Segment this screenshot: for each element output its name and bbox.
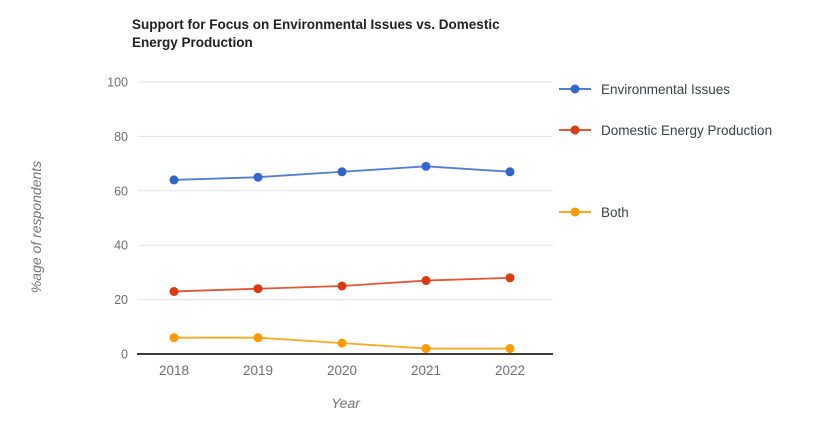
x-tick-label: 2021 (411, 363, 441, 378)
x-tick-label: 2019 (243, 363, 273, 378)
data-point (169, 286, 179, 296)
chart-title: Support for Focus on Environmental Issue… (132, 17, 500, 50)
y-tick-label: 80 (114, 130, 128, 144)
data-point (253, 333, 263, 343)
data-point (169, 175, 179, 185)
data-point (505, 167, 515, 177)
data-point (253, 172, 263, 182)
data-point (253, 284, 263, 294)
data-point (337, 281, 347, 291)
y-tick-label: 60 (114, 184, 128, 198)
data-point (421, 276, 431, 286)
x-tick-label: 2020 (327, 363, 357, 378)
data-point (505, 344, 515, 354)
data-point (421, 161, 431, 171)
data-point (421, 344, 431, 354)
data-point (169, 333, 179, 343)
x-tick-label: 2022 (495, 363, 525, 378)
data-point (505, 273, 515, 283)
data-point (337, 167, 347, 177)
y-tick-label: 0 (121, 348, 128, 362)
y-tick-label: 40 (114, 239, 128, 253)
data-point (337, 338, 347, 348)
x-axis-title: Year (331, 395, 360, 411)
y-tick-label: 20 (114, 293, 128, 307)
y-tick-label: 100 (107, 76, 128, 90)
x-tick-label: 2018 (159, 363, 189, 378)
